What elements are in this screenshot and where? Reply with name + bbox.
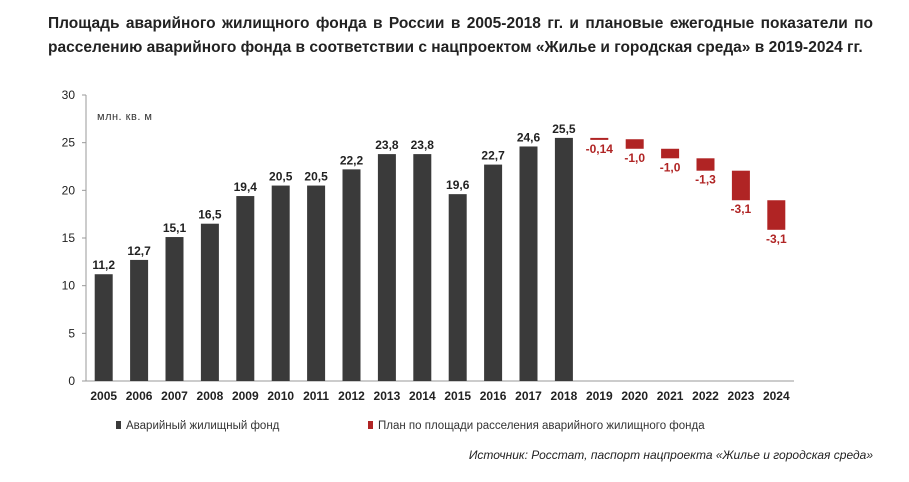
waterfall-value-label: -1,0 xyxy=(660,160,681,174)
bar xyxy=(165,237,184,381)
x-tick-label: 2021 xyxy=(657,389,684,403)
x-tick-label: 2009 xyxy=(232,389,259,403)
bar xyxy=(448,194,467,381)
y-tick-label: 10 xyxy=(62,279,76,293)
chart: 0 5 10 15 20 25 30 млн. кв. м 11,2 12,7 15,1 16,5… xyxy=(62,88,794,432)
bar-value-label: 24,6 xyxy=(517,130,541,144)
waterfall-bar xyxy=(625,139,644,149)
bar xyxy=(413,154,432,381)
data-labels: 11,2 12,7 15,1 16,5 19,4 20,5 20,5 22,2 23,8 23,8… xyxy=(92,122,787,272)
x-tick-label: 2008 xyxy=(197,389,224,403)
bar xyxy=(519,146,538,381)
bar-value-label: 22,7 xyxy=(481,149,505,163)
bars xyxy=(94,137,786,381)
chart-title: Площадь аварийного жилищного фонда в Рос… xyxy=(48,15,873,56)
x-tick-label: 2022 xyxy=(692,389,719,403)
bar xyxy=(200,223,219,381)
y-tick-label: 5 xyxy=(68,326,75,340)
x-tick-label: 2007 xyxy=(161,389,188,403)
x-tick-label: 2011 xyxy=(303,389,329,403)
bar xyxy=(484,164,503,381)
waterfall-bar xyxy=(767,200,786,230)
bar xyxy=(342,169,361,381)
waterfall-value-label: -1,0 xyxy=(624,151,645,165)
y-tick-label: 15 xyxy=(62,231,76,245)
x-tick-label: 2023 xyxy=(728,389,755,403)
waterfall-value-label: -1,3 xyxy=(695,173,716,187)
waterfall-value-label: -3,1 xyxy=(731,202,752,216)
x-tick-label: 2016 xyxy=(480,389,507,403)
y-tick-label: 25 xyxy=(62,136,76,150)
waterfall-value-label: -3,1 xyxy=(766,232,787,246)
bar xyxy=(94,274,113,381)
bar xyxy=(271,185,290,381)
bar xyxy=(236,196,255,381)
bar-value-label: 12,7 xyxy=(127,244,151,258)
bar-value-label: 15,1 xyxy=(163,221,187,235)
bar xyxy=(554,137,573,381)
x-tick-label: 2014 xyxy=(409,389,436,403)
y-tick-label: 0 xyxy=(68,374,75,388)
x-tick-label: 2010 xyxy=(267,389,294,403)
bar-value-label: 20,5 xyxy=(304,170,328,184)
waterfall-bar xyxy=(590,137,609,140)
x-tick-label: 2024 xyxy=(763,389,790,403)
bar xyxy=(377,154,396,381)
x-tick-label: 2020 xyxy=(621,389,648,403)
x-tick-label: 2015 xyxy=(444,389,471,403)
x-tick-label: 2013 xyxy=(374,389,401,403)
bar-value-label: 20,5 xyxy=(269,170,293,184)
bar-value-label: 25,5 xyxy=(552,122,576,136)
waterfall-bar xyxy=(661,148,680,159)
bar-value-label: 19,4 xyxy=(234,180,258,194)
x-tick-label: 2019 xyxy=(586,389,613,403)
x-tick-label: 2018 xyxy=(551,389,578,403)
source-note: Источник: Росстат, паспорт нацпроекта «Ж… xyxy=(468,448,873,462)
bar-value-label: 11,2 xyxy=(92,258,115,272)
legend-swatch xyxy=(116,421,121,429)
y-tick-label: 30 xyxy=(62,88,76,102)
legend: Аварийный жилищный фонд План по площади р… xyxy=(116,420,705,432)
bar xyxy=(130,259,149,381)
legend-swatch xyxy=(368,421,373,429)
bar-value-label: 16,5 xyxy=(198,208,222,222)
x-tick-label: 2005 xyxy=(90,389,117,403)
bar-value-label: 23,8 xyxy=(375,138,399,152)
bar xyxy=(307,185,326,381)
legend-label: План по площади расселения аварийного жи… xyxy=(378,420,705,432)
waterfall-bar xyxy=(731,170,750,201)
y-tick-label: 20 xyxy=(62,183,76,197)
bar-value-label: 23,8 xyxy=(411,138,435,152)
x-tick-label: 2006 xyxy=(126,389,153,403)
x-tick-label: 2017 xyxy=(515,389,542,403)
legend-label: Аварийный жилищный фонд xyxy=(126,420,280,432)
waterfall-value-label: -0,14 xyxy=(586,142,614,156)
x-tick-label: 2012 xyxy=(338,389,365,403)
bar-value-label: 22,2 xyxy=(340,153,364,167)
y-axis-unit-label: млн. кв. м xyxy=(97,111,153,123)
waterfall-bar xyxy=(696,158,715,171)
x-tick-labels: 2005 2006 2007 2008 2009 2010 2011 2012 2013 2014… xyxy=(90,389,790,403)
bar-value-label: 19,6 xyxy=(446,178,470,192)
